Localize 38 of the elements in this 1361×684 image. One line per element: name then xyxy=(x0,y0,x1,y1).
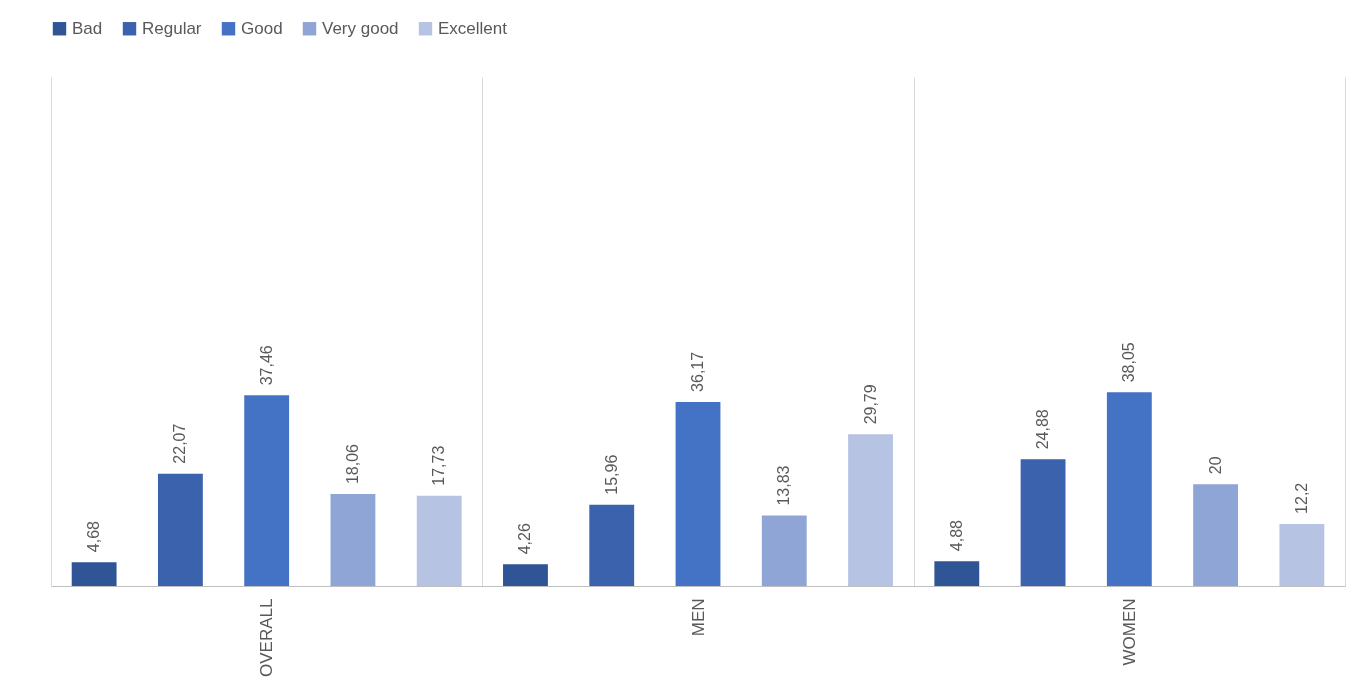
bar xyxy=(934,561,980,586)
data-label: 17,73 xyxy=(430,445,448,486)
legend-label: Regular xyxy=(142,18,202,38)
bar xyxy=(503,564,548,586)
bar xyxy=(416,495,462,586)
legend-label: Bad xyxy=(72,18,103,38)
bar xyxy=(244,395,290,586)
bar xyxy=(1020,459,1066,586)
data-label: 12,2 xyxy=(1292,482,1310,514)
bar xyxy=(1279,523,1325,586)
data-label: 4,26 xyxy=(516,523,534,555)
data-label: 15,96 xyxy=(602,454,620,495)
bar xyxy=(330,494,376,586)
data-label: 29,79 xyxy=(861,384,879,425)
legend-label: Good xyxy=(241,18,283,38)
data-label: 24,88 xyxy=(1034,409,1052,450)
data-label: 20 xyxy=(1206,456,1224,475)
data-label: 4,88 xyxy=(947,519,965,552)
data-label: 4,68 xyxy=(85,520,103,553)
bar xyxy=(848,434,893,586)
data-label: 38,05 xyxy=(1120,342,1138,383)
bar xyxy=(1106,392,1152,586)
bar xyxy=(761,515,807,586)
x-tick-label: WOMEN xyxy=(1119,598,1139,666)
bar xyxy=(157,473,203,586)
bar xyxy=(675,401,721,586)
bar xyxy=(71,562,117,586)
data-label: 13,83 xyxy=(775,465,793,506)
data-label: 18,06 xyxy=(343,443,361,485)
x-tick-label: MEN xyxy=(688,598,708,637)
data-label: 36,17 xyxy=(689,351,706,392)
data-label: 37,46 xyxy=(257,345,275,386)
legend-label: Very good xyxy=(322,18,399,38)
bar xyxy=(1193,484,1239,586)
legend-label: Excellent xyxy=(438,18,508,38)
data-label: 22,07 xyxy=(171,423,189,464)
x-tick-label: OVERALL xyxy=(257,598,277,677)
bar xyxy=(589,504,635,586)
